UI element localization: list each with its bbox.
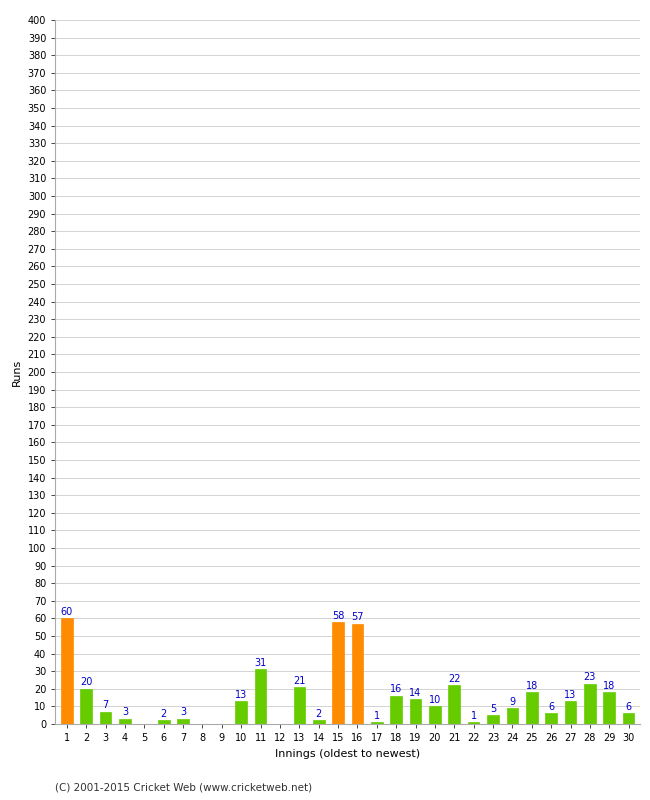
Text: 60: 60 bbox=[60, 607, 73, 617]
Bar bbox=[235, 701, 247, 724]
Bar bbox=[488, 715, 499, 724]
Bar bbox=[255, 670, 266, 724]
Text: 3: 3 bbox=[180, 707, 186, 718]
Bar bbox=[410, 699, 421, 724]
Text: 6: 6 bbox=[548, 702, 554, 712]
Bar bbox=[584, 683, 595, 724]
Bar bbox=[526, 692, 538, 724]
Bar bbox=[506, 708, 518, 724]
Text: 22: 22 bbox=[448, 674, 461, 684]
Text: 18: 18 bbox=[603, 681, 616, 691]
Text: 23: 23 bbox=[584, 672, 596, 682]
Bar bbox=[177, 718, 189, 724]
Text: 2: 2 bbox=[161, 709, 167, 719]
Bar bbox=[391, 696, 402, 724]
Text: 13: 13 bbox=[564, 690, 577, 700]
Bar bbox=[294, 687, 305, 724]
Bar bbox=[61, 618, 73, 724]
Bar bbox=[468, 722, 480, 724]
Bar bbox=[371, 722, 383, 724]
Text: 5: 5 bbox=[490, 704, 496, 714]
Text: 6: 6 bbox=[625, 702, 632, 712]
Bar bbox=[429, 706, 441, 724]
Text: 16: 16 bbox=[390, 685, 402, 694]
Text: 18: 18 bbox=[526, 681, 538, 691]
Text: 3: 3 bbox=[122, 707, 128, 718]
Text: 13: 13 bbox=[235, 690, 248, 700]
Bar bbox=[448, 686, 460, 724]
Text: 14: 14 bbox=[410, 688, 422, 698]
Bar bbox=[565, 701, 577, 724]
Bar bbox=[158, 721, 170, 724]
Text: 2: 2 bbox=[315, 709, 322, 719]
Bar bbox=[352, 624, 363, 724]
Text: 10: 10 bbox=[429, 695, 441, 705]
Text: 21: 21 bbox=[293, 676, 306, 686]
Bar bbox=[313, 721, 324, 724]
Bar bbox=[603, 692, 615, 724]
Bar bbox=[545, 714, 557, 724]
Bar bbox=[332, 622, 344, 724]
Bar bbox=[623, 714, 634, 724]
Text: 58: 58 bbox=[332, 610, 345, 621]
Text: 7: 7 bbox=[103, 700, 109, 710]
Text: 57: 57 bbox=[351, 612, 364, 622]
X-axis label: Innings (oldest to newest): Innings (oldest to newest) bbox=[275, 749, 421, 758]
Text: 9: 9 bbox=[510, 697, 515, 706]
Y-axis label: Runs: Runs bbox=[12, 358, 22, 386]
Text: 31: 31 bbox=[254, 658, 266, 668]
Bar bbox=[100, 712, 111, 724]
Text: 1: 1 bbox=[374, 711, 380, 721]
Bar bbox=[81, 689, 92, 724]
Text: (C) 2001-2015 Cricket Web (www.cricketweb.net): (C) 2001-2015 Cricket Web (www.cricketwe… bbox=[55, 782, 313, 792]
Bar bbox=[119, 718, 131, 724]
Text: 20: 20 bbox=[80, 678, 92, 687]
Text: 1: 1 bbox=[471, 711, 476, 721]
